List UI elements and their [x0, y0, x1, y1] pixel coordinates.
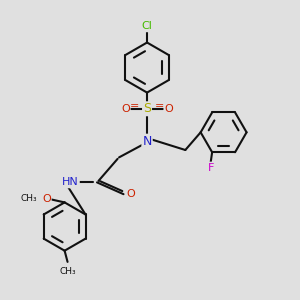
- Text: =: =: [154, 101, 164, 111]
- Text: N: N: [142, 135, 152, 148]
- Text: Cl: Cl: [142, 21, 152, 31]
- Text: O: O: [42, 194, 51, 204]
- Text: S: S: [143, 102, 151, 115]
- Text: O: O: [121, 104, 130, 114]
- Text: CH₃: CH₃: [20, 194, 37, 203]
- Text: HN: HN: [62, 177, 79, 188]
- Text: CH₃: CH₃: [59, 267, 76, 276]
- Text: F: F: [208, 163, 214, 172]
- Text: O: O: [164, 104, 173, 114]
- Text: =: =: [130, 101, 140, 111]
- Text: O: O: [127, 189, 135, 199]
